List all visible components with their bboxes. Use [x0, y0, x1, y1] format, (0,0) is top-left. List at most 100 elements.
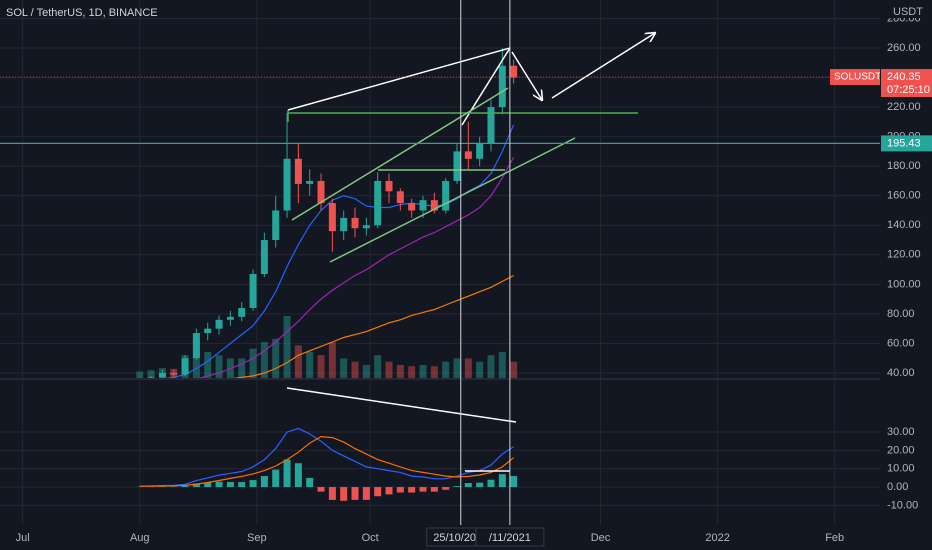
unit-bg	[882, 4, 932, 18]
y-tick-label: 0.00	[887, 481, 908, 493]
y-tick-label: 30.00	[887, 426, 915, 438]
candle-body	[374, 180, 382, 226]
candle-body	[340, 217, 348, 232]
volume-bar	[317, 355, 325, 378]
volume-bar	[430, 366, 438, 378]
arrow	[551, 33, 655, 99]
candle-body	[328, 203, 336, 232]
histogram-bar	[453, 486, 461, 488]
volume-bar	[306, 351, 314, 378]
grid	[0, 0, 932, 525]
histogram-bar	[374, 487, 382, 497]
trendline	[461, 47, 511, 126]
histogram-bar	[192, 483, 200, 488]
candle-body	[181, 358, 189, 375]
histogram-bar	[260, 476, 268, 488]
candle-body	[362, 225, 370, 229]
volume-bar	[260, 342, 268, 378]
histogram-bar	[487, 479, 495, 488]
y-tick-label: 20.00	[887, 444, 915, 456]
volume-bar	[204, 351, 212, 378]
volume-bar	[362, 364, 370, 378]
x-tick-label: Jul	[16, 532, 30, 544]
candle-body	[487, 107, 495, 145]
candle-body	[408, 203, 416, 211]
price-label: 240.35	[887, 71, 921, 83]
histogram-bar	[283, 459, 291, 488]
histogram-bar	[351, 487, 359, 500]
x-tick-label: Sep	[247, 532, 267, 544]
y-tick-label: 160.00	[887, 190, 921, 202]
candle-body	[283, 158, 291, 211]
y-unit: USDT	[893, 6, 923, 18]
channel-line	[291, 87, 509, 221]
y-tick-label: 140.00	[887, 219, 921, 231]
volume-bar	[385, 361, 393, 378]
signal-line	[139, 435, 514, 487]
histogram-bar	[226, 481, 234, 488]
histogram-bar	[238, 482, 246, 488]
candle-body	[260, 240, 268, 275]
histogram-bar	[498, 474, 506, 488]
volume-bar	[464, 358, 472, 378]
volume-bar	[136, 371, 144, 378]
candle-body	[204, 328, 212, 334]
histogram-bar	[306, 477, 314, 488]
candle-body	[317, 180, 325, 204]
volume-bar	[419, 364, 427, 378]
candle-body	[464, 151, 472, 159]
cursor-label: 25/10/2021	[433, 532, 488, 544]
y-tick-label: -10.00	[887, 499, 918, 511]
histogram-bar	[215, 481, 223, 488]
volume-bar	[283, 316, 291, 378]
volume-bar	[340, 358, 348, 378]
candle-body	[476, 144, 484, 159]
volume-bar	[328, 342, 336, 378]
volume-bar	[476, 361, 484, 378]
volume-bar	[294, 345, 302, 378]
candle-body	[158, 372, 166, 378]
volume-bar	[147, 370, 155, 378]
candle-body	[272, 210, 280, 241]
candle-body	[396, 191, 404, 204]
histogram-bar	[362, 487, 370, 500]
moving-average	[197, 157, 515, 378]
symbol-bg	[830, 69, 880, 86]
histogram-bar	[476, 482, 484, 488]
candle-body	[510, 65, 518, 78]
histogram-bar	[328, 487, 336, 500]
candle-body	[215, 319, 223, 329]
x-tick-label: Dec	[591, 532, 611, 544]
chart-title: SOL / TetherUS, 1D, BINANCE	[6, 7, 158, 19]
macd-line	[139, 427, 514, 487]
histogram-bar	[294, 463, 302, 488]
histogram-bar	[464, 483, 472, 488]
y-tick-label: 100.00	[887, 278, 921, 290]
volume-bar	[510, 361, 518, 378]
candle-body	[192, 333, 200, 359]
level-label: 195.43	[887, 137, 921, 149]
candle-body	[351, 217, 359, 229]
histogram-bar	[272, 469, 280, 488]
x-tick-label: Oct	[362, 532, 379, 544]
candle-body	[306, 180, 314, 184]
level-label-bg	[881, 135, 932, 152]
candle-body	[226, 316, 234, 320]
channel-line	[329, 137, 576, 263]
y-tick-label: 260.00	[887, 42, 921, 54]
moving-average	[232, 274, 514, 378]
volume-bar	[215, 355, 223, 378]
macd-pane	[136, 427, 518, 501]
candle-body	[442, 180, 450, 211]
x-tick-label: Feb	[825, 532, 844, 544]
candle-body	[498, 65, 506, 108]
countdown: 07:25:10	[887, 84, 930, 96]
moving-average	[164, 124, 515, 378]
volume-bar	[487, 355, 495, 378]
y-tick-label: 10.00	[887, 463, 915, 475]
histogram-bar	[385, 487, 393, 495]
volume-bar	[498, 351, 506, 378]
volume-bar	[238, 358, 246, 378]
symbol-name: SOLUSDT	[834, 72, 881, 83]
